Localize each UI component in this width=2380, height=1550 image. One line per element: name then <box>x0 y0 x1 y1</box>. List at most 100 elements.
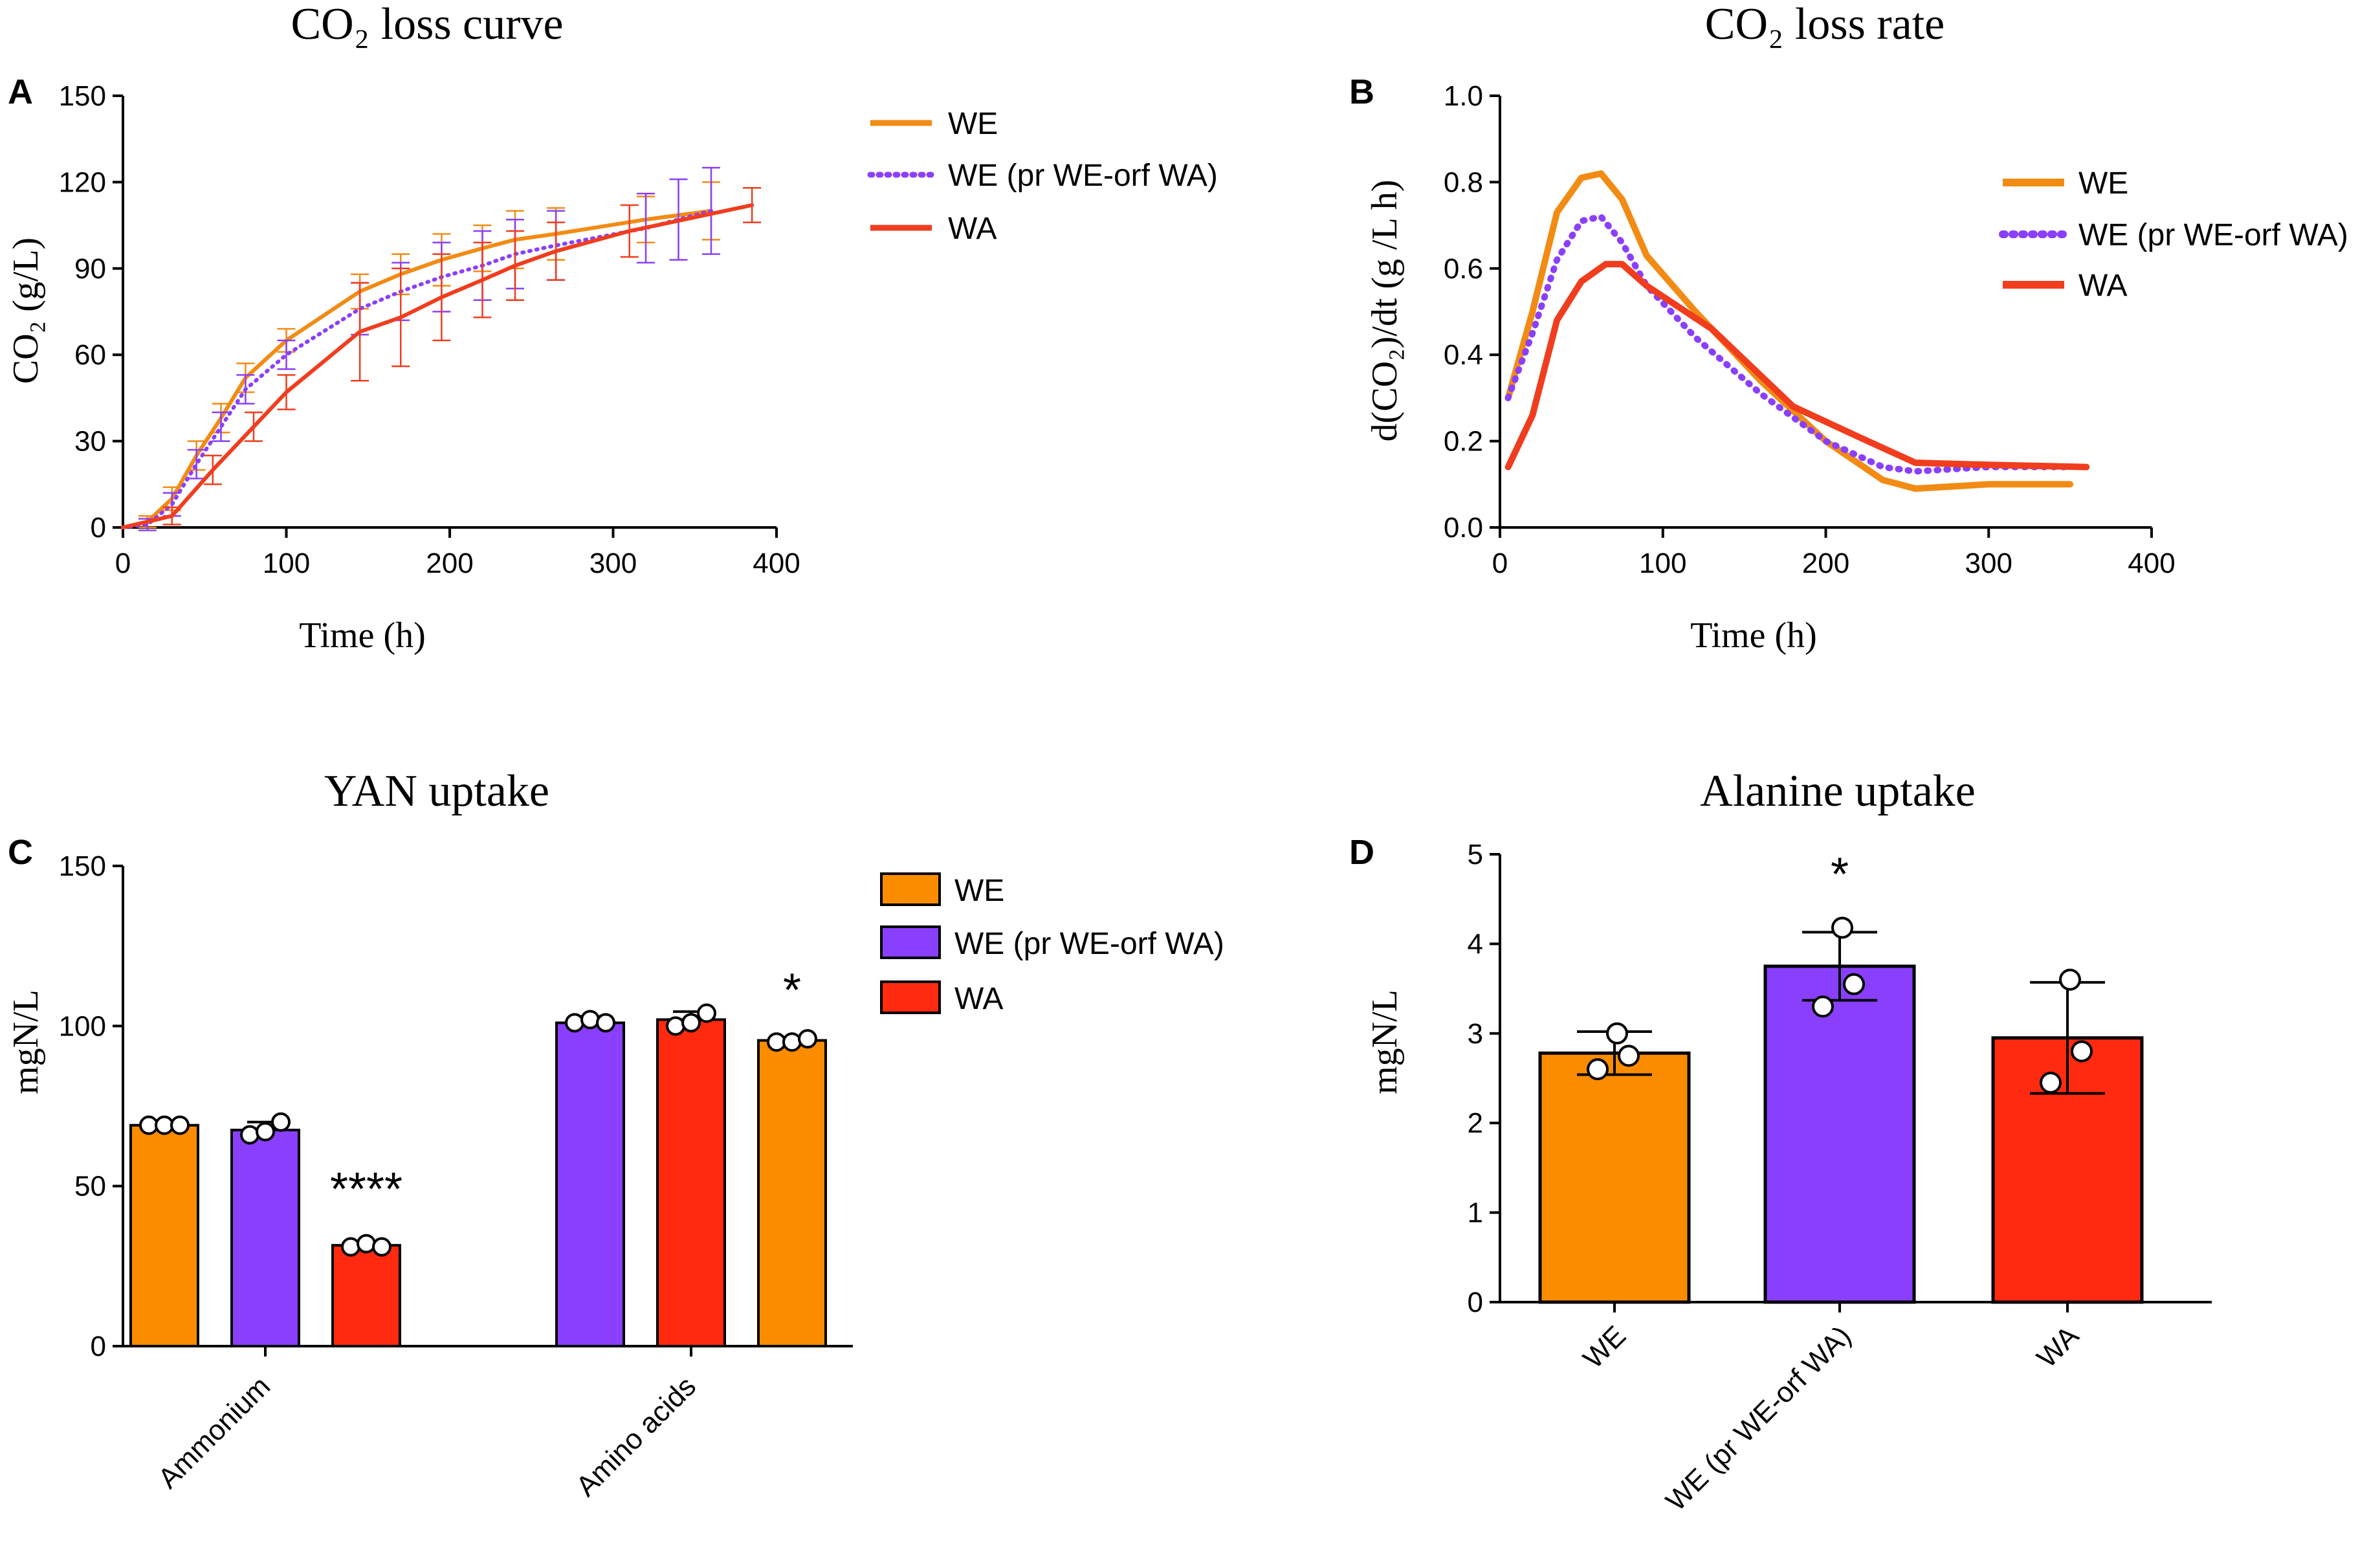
x-tick-label-c-1: Amino acids <box>570 1370 702 1502</box>
bar-c-0-2 <box>331 1244 401 1348</box>
panel-label-b: B <box>1349 72 1374 111</box>
panel-label-c: C <box>8 833 33 872</box>
y-tick-label-b-5: 1.0 <box>1444 80 1483 112</box>
y-tick-label-c-0: 0 <box>91 1331 106 1362</box>
datapoint-d-2-2 <box>2059 968 2081 991</box>
bar-d-0 <box>1538 1051 1691 1304</box>
x-tick-label-c-0: Ammonium <box>152 1370 276 1494</box>
title-a: CO₂ loss curve <box>291 0 563 49</box>
errorbar-a-we-pr-we-orf-wa-3 <box>187 448 206 480</box>
y-tick-label-a-0: 0 <box>91 512 106 544</box>
series-line-a-wa <box>121 203 755 529</box>
x-tick-label-b-4: 400 <box>2128 548 2175 579</box>
bar-d-1 <box>1763 964 1916 1304</box>
datapoint-c-1-0-2 <box>596 1013 615 1033</box>
legend-c: WE WE (pr WE-orf WA) WA <box>880 872 1224 1016</box>
datapoint-d-2-0 <box>2040 1071 2062 1094</box>
y-tick-label-a-5: 150 <box>59 80 106 112</box>
title-d: Alanine uptake <box>1700 766 1976 816</box>
series-line-b-we <box>1504 170 2074 492</box>
y-tick-label-d-2: 2 <box>1468 1107 1483 1139</box>
xlabel-a: Time (h) <box>299 615 426 656</box>
bar-c-1-1 <box>656 1018 726 1347</box>
chart-d-plot: 0 1 2 3 4 5 WE WE (pr WE-orf WA) WA * <box>1468 839 2212 1517</box>
x-tick-label-a-4: 400 <box>753 548 800 579</box>
y-tick-label-a-4: 120 <box>59 166 106 198</box>
xlabel-b: Time (h) <box>1690 615 1817 656</box>
title-c: YAN uptake <box>324 766 549 816</box>
legend-c-wepr-swatch <box>880 925 941 959</box>
legend-b-wa-label: WA <box>2078 269 2128 303</box>
datapoint-d-0-2 <box>1606 1022 1628 1045</box>
title-b: CO₂ loss rate <box>1705 0 1945 49</box>
series-line-b-wa <box>1504 261 2090 471</box>
datapoint-d-1-1 <box>1843 973 1865 995</box>
y-tick-label-d-4: 4 <box>1468 928 1483 960</box>
datapoint-c-0-0-2 <box>170 1115 190 1135</box>
ylabel-c: mgN/L <box>6 990 46 1094</box>
datapoint-d-2-1 <box>2071 1040 2093 1063</box>
legend-b-wepr-label: WE (pr WE-orf WA) <box>2078 218 2348 252</box>
y-tick-label-d-5: 5 <box>1468 839 1483 870</box>
legend-c-we-swatch <box>880 872 941 906</box>
x-tick-label-d-2: WA <box>2031 1320 2085 1374</box>
datapoint-c-0-1-1 <box>256 1122 275 1142</box>
bar-c-0-1 <box>230 1129 300 1347</box>
datapoint-c-0-2-2 <box>372 1237 391 1257</box>
datapoint-c-0-1-2 <box>271 1112 291 1132</box>
y-tick-label-b-2: 0.4 <box>1444 339 1483 371</box>
datapoint-c-1-2-1 <box>782 1032 802 1052</box>
ylabel-d: mgN/L <box>1365 990 1405 1094</box>
series-line-a-we-pr-we-orf-wa <box>121 208 713 529</box>
bar-c-0-0 <box>129 1124 199 1348</box>
legend-c-we-label: WE <box>954 874 1004 908</box>
y-tick-label-c-3: 150 <box>59 850 106 882</box>
legend-c-wa-label: WA <box>954 982 1004 1016</box>
x-tick-label-b-2: 200 <box>1802 548 1849 579</box>
legend-b: WE WE (pr WE-orf WA) WA <box>1999 166 2348 303</box>
y-tick-label-c-2: 100 <box>59 1010 106 1042</box>
y-tick-label-a-2: 60 <box>74 339 106 371</box>
series-line-a-we <box>121 208 713 529</box>
legend-c-wa-swatch <box>880 980 941 1014</box>
y-tick-label-d-0: 0 <box>1468 1287 1483 1318</box>
datapoint-c-1-1-1 <box>681 1013 701 1033</box>
datapoint-d-1-0 <box>1812 995 1834 1018</box>
y-tick-label-b-0: 0.0 <box>1444 512 1483 544</box>
x-tick-label-b-1: 100 <box>1639 548 1686 579</box>
chart-a-plot: 0 100 200 300 400 0 30 60 90 120 150 <box>59 80 800 579</box>
panel-label-a: A <box>8 72 33 111</box>
x-tick-label-d-1: WE (pr WE-orf WA) <box>1660 1320 1857 1517</box>
legend-a-we-label: WE <box>948 107 998 141</box>
datapoint-c-0-2-0 <box>341 1237 360 1257</box>
legend-c-wepr-label: WE (pr WE-orf WA) <box>954 927 1224 961</box>
y-tick-label-d-1: 1 <box>1468 1197 1483 1229</box>
x-tick-label-d-0: WE <box>1577 1320 1632 1375</box>
datapoint-d-0-0 <box>1587 1058 1609 1081</box>
datapoint-c-1-1-0 <box>666 1016 685 1036</box>
datapoint-c-1-1-2 <box>697 1003 716 1023</box>
datapoint-d-1-2 <box>1831 916 1853 939</box>
x-tick-label-a-0: 0 <box>115 548 131 579</box>
y-tick-label-b-1: 0.2 <box>1444 426 1483 458</box>
x-tick-label-a-1: 100 <box>263 548 310 579</box>
significance-d-wepr: * <box>1831 848 1849 900</box>
datapoint-d-0-1 <box>1618 1045 1640 1067</box>
significance-c-ammonium: **** <box>330 1164 402 1215</box>
y-tick-label-a-3: 90 <box>74 253 106 285</box>
y-tick-label-a-1: 30 <box>74 426 106 458</box>
bar-c-1-0 <box>555 1021 625 1348</box>
x-tick-label-b-0: 0 <box>1492 548 1508 579</box>
y-tick-label-d-3: 3 <box>1468 1018 1483 1050</box>
series-line-b-we-pr-we-orf-wa <box>1504 213 2074 475</box>
significance-c-amino-acids: * <box>783 965 801 1017</box>
y-tick-label-c-1: 50 <box>74 1171 106 1202</box>
bar-c-1-2 <box>757 1039 827 1348</box>
legend-a: WE WE (pr WE-orf WA) WA <box>867 107 1218 246</box>
datapoint-c-1-0-0 <box>565 1013 584 1033</box>
ylabel-b: d(CO₂)/dt (g /L h) <box>1365 180 1405 442</box>
y-tick-label-b-4: 0.8 <box>1444 166 1483 198</box>
legend-b-we-label: WE <box>2078 166 2128 201</box>
x-tick-label-b-3: 300 <box>1965 548 2012 579</box>
